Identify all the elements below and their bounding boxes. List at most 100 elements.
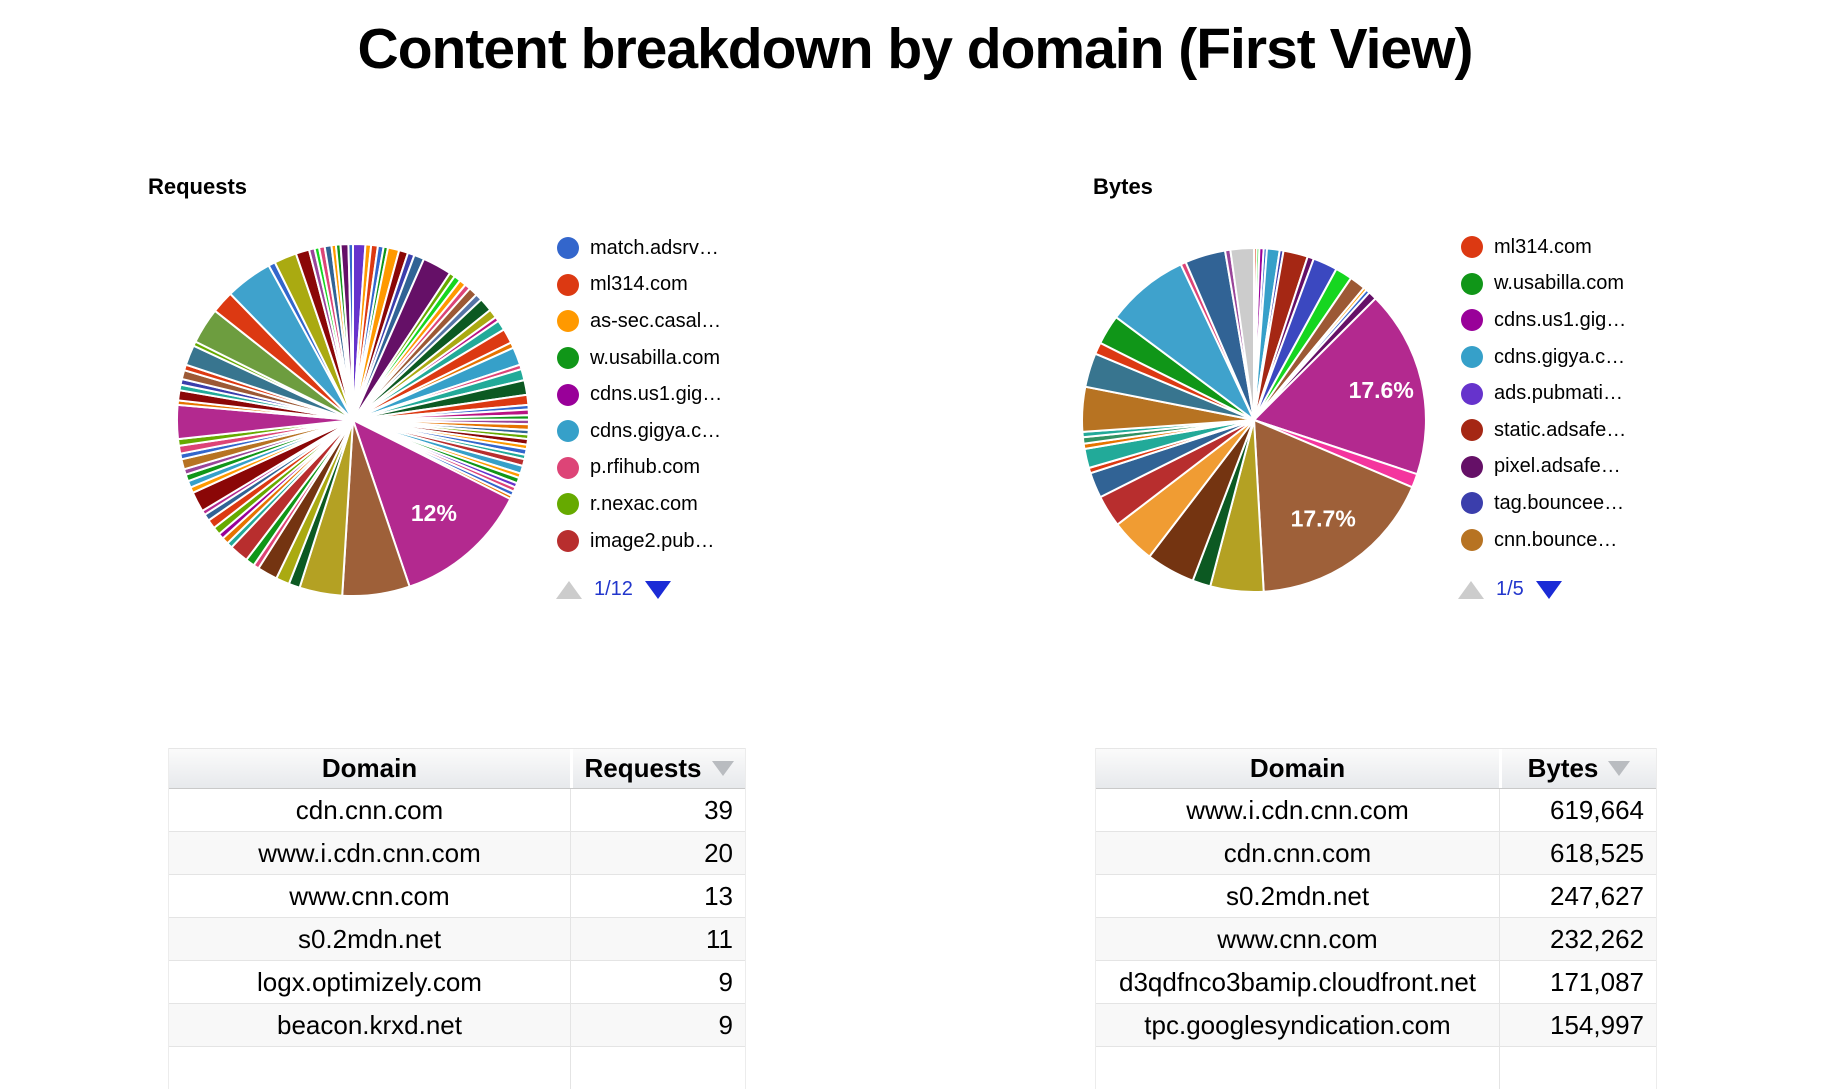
legend-color-dot-icon (557, 456, 579, 479)
legend-color-dot-icon (1461, 346, 1483, 369)
legend-color-dot-icon (557, 420, 579, 443)
pie-slice[interactable] (351, 418, 512, 588)
requests-column-header-label: Requests (584, 753, 702, 783)
legend-color-dot-icon (557, 493, 579, 516)
sort-descending-icon (711, 761, 734, 776)
bytes-column-header[interactable]: Bytes (1502, 749, 1656, 788)
legend-item[interactable]: cdns.gigya.c… (557, 413, 722, 450)
legend-color-dot-icon (1461, 309, 1483, 332)
table-row[interactable]: s0.2mdn.net 11 (169, 917, 745, 960)
legend-item[interactable]: tag.bouncee… (1461, 485, 1626, 522)
table-row[interactable]: cdn.cnn.com 618,525 (1096, 831, 1656, 874)
legend-item[interactable]: cnn.bounce… (1461, 522, 1626, 559)
domain-column-header[interactable]: Domain (169, 749, 570, 788)
table-row[interactable] (1096, 1046, 1656, 1089)
value-cell: 20 (570, 832, 745, 874)
domain-cell: cdn.cnn.com (295, 794, 444, 825)
header-divider (570, 749, 573, 788)
legend-item[interactable]: image2.pub… (557, 523, 722, 560)
legend-item-label: cnn.bounce… (1494, 528, 1618, 551)
legend-page-up-icon[interactable] (556, 580, 582, 599)
legend-item-label: w.usabilla.com (1494, 272, 1625, 295)
requests-legend: match.adsrv… ml314.com as-sec.casal… w.usab… (557, 230, 722, 559)
table-row[interactable]: tpc.googlesyndication.com 154,997 (1096, 1003, 1656, 1046)
legend-item[interactable]: ml314.com (1461, 229, 1626, 266)
table-row[interactable]: www.cnn.com 13 (169, 874, 745, 917)
legend-item[interactable]: w.usabilla.com (1461, 266, 1626, 303)
bytes-column-header-label: Bytes (1527, 753, 1599, 783)
legend-item[interactable]: static.adsafe… (1461, 412, 1626, 449)
table-row[interactable]: cdn.cnn.com 39 (169, 789, 745, 831)
domain-cell: logx.optimizely.com (257, 966, 482, 997)
domain-cell: s0.2mdn.net (297, 923, 442, 954)
legend-page-down-icon[interactable] (644, 580, 671, 599)
legend-page-indicator: 1/5 (1496, 578, 1524, 600)
legend-item[interactable]: cdns.us1.gig… (1461, 302, 1626, 339)
requests-chart-title: Requests (148, 174, 248, 199)
table-row[interactable]: www.cnn.com 232,262 (1096, 917, 1656, 960)
legend-color-dot-icon (1461, 236, 1483, 259)
legend-item-label: ads.pubmati… (1494, 382, 1623, 405)
value-cell: 232,262 (1499, 918, 1656, 960)
legend-item-label: tag.bouncee… (1494, 491, 1625, 514)
value-cell: 619,664 (1499, 789, 1656, 831)
legend-color-dot-icon (1461, 419, 1483, 442)
domain-cell (169, 1047, 570, 1089)
legend-item-label: w.usabilla.com (590, 346, 721, 369)
legend-item-label: cdns.us1.gig… (590, 383, 723, 406)
legend-item-label: cdns.us1.gig… (1494, 308, 1627, 331)
pie-slice[interactable] (1252, 296, 1427, 476)
table-row[interactable]: www.i.cdn.cnn.com 619,664 (1096, 789, 1656, 831)
table-header-row: Domain Bytes (1096, 748, 1656, 789)
legend-item-label: static.adsafe… (1494, 418, 1627, 441)
table-header-row: Domain Requests (169, 748, 745, 789)
legend-item[interactable]: r.nexac.com (557, 486, 722, 523)
value-cell: 618,525 (1499, 832, 1656, 874)
table-row[interactable]: www.i.cdn.cnn.com 20 (169, 831, 745, 874)
domain-cell: www.cnn.com (289, 880, 450, 911)
legend-page-down-icon[interactable] (1535, 580, 1562, 599)
table-row[interactable]: d3qdfnco3bamip.cloudfront.net 171,087 (1096, 960, 1656, 1003)
domain-cell: cdn.cnn.com (1223, 837, 1372, 868)
legend-item-label: r.nexac.com (590, 492, 698, 515)
legend-item-label: match.adsrv… (590, 236, 719, 259)
legend-color-dot-icon (557, 383, 579, 406)
pie-slice[interactable] (1229, 246, 1255, 421)
legend-color-dot-icon (557, 310, 579, 333)
legend-page-up-icon[interactable] (1458, 580, 1484, 599)
legend-color-dot-icon (1461, 455, 1483, 478)
value-cell (1499, 1047, 1656, 1089)
legend-item[interactable]: match.adsrv… (557, 230, 722, 267)
legend-item[interactable]: cdns.us1.gig… (557, 376, 722, 413)
domain-cell: www.cnn.com (1217, 923, 1378, 954)
value-cell: 11 (570, 918, 745, 960)
legend-item[interactable]: cdns.gigya.c… (1461, 339, 1626, 376)
legend-color-dot-icon (557, 530, 579, 553)
requests-column-header[interactable]: Requests (573, 749, 745, 788)
table-row[interactable]: beacon.krxd.net 9 (169, 1003, 745, 1046)
domain-column-header[interactable]: Domain (1096, 749, 1499, 788)
requests-table: Domain Requests cdn.cnn.com 39 www.i.cdn.c… (168, 748, 746, 1089)
legend-page-indicator: 1/12 (594, 578, 633, 600)
legend-item[interactable]: p.rfihub.com (557, 450, 722, 487)
legend-item[interactable]: ads.pubmati… (1461, 375, 1626, 412)
table-row[interactable]: logx.optimizely.com 9 (169, 960, 745, 1003)
legend-item[interactable]: ml314.com (557, 267, 722, 304)
bytes-legend-pager: 1/5 (1458, 578, 1562, 601)
pie-slice[interactable] (347, 242, 354, 421)
domain-cell: beacon.krxd.net (276, 1009, 462, 1040)
table-row[interactable] (169, 1046, 745, 1089)
table-row[interactable]: s0.2mdn.net 247,627 (1096, 874, 1656, 917)
domain-cell: tpc.googlesyndication.com (1144, 1009, 1451, 1040)
legend-color-dot-icon (1461, 382, 1483, 405)
bytes-pie-chart[interactable]: 17.6% 17.7% (1066, 232, 1442, 608)
requests-pie-chart[interactable]: 12% (163, 230, 543, 610)
value-cell: 247,627 (1499, 875, 1656, 917)
percent-label: 17.7% (1291, 506, 1356, 532)
legend-item[interactable]: pixel.adsafe… (1461, 449, 1626, 486)
pie-slice[interactable] (1252, 418, 1414, 593)
legend-item-label: image2.pub… (590, 529, 715, 552)
legend-item[interactable]: w.usabilla.com (557, 340, 722, 377)
legend-item[interactable]: as-sec.casal… (557, 303, 722, 340)
table-body: www.i.cdn.cnn.com 619,664 cdn.cnn.com 618,5… (1096, 789, 1656, 1089)
